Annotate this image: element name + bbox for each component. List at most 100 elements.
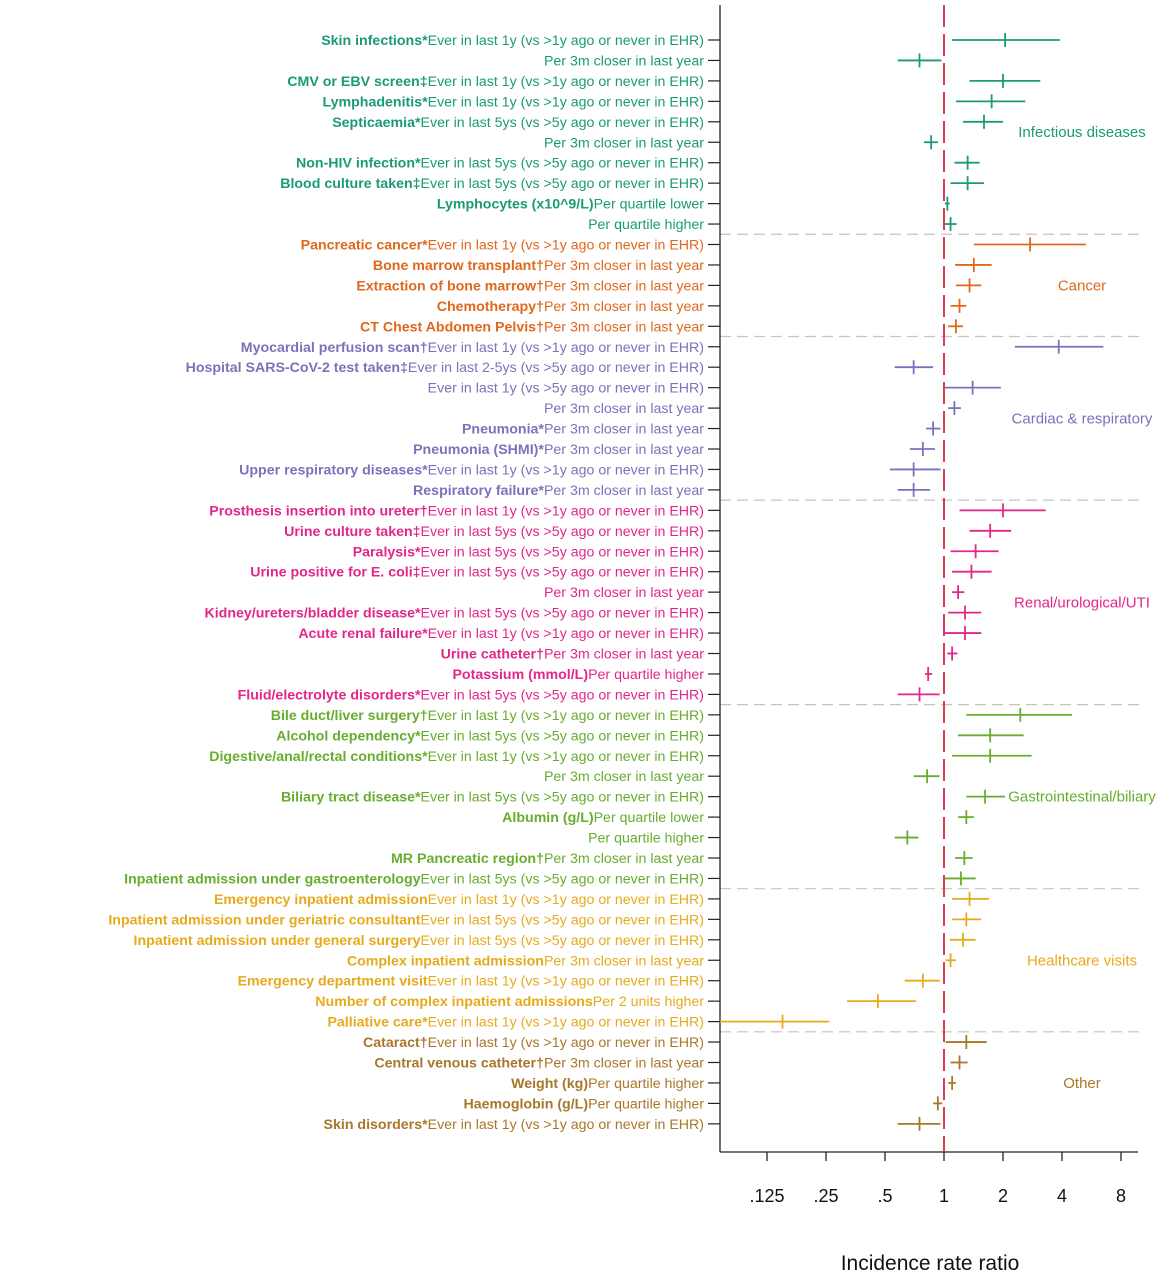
row-label: Per 3m closer in last year — [544, 585, 704, 601]
row-label: Bone marrow transplant†Per 3m closer in … — [373, 258, 704, 274]
row-label: Biliary tract disease*Ever in last 5ys (… — [281, 790, 704, 806]
row-name: Skin disorders* — [324, 1117, 429, 1133]
row-description: Ever in last 1y (vs >1y ago or never in … — [428, 749, 704, 765]
row-description: Per quartile higher — [588, 831, 704, 847]
row-label: Lymphadenitis*Ever in last 1y (vs >1y ag… — [323, 94, 705, 110]
row: Bone marrow transplant†Per 3m closer in … — [373, 257, 992, 274]
row-description: Ever in last 1y (vs >1y ago or never in … — [428, 503, 704, 519]
group-label: Cardiac & respiratory — [1012, 410, 1153, 427]
row-label: Digestive/anal/rectal conditions*Ever in… — [209, 749, 704, 765]
row-name: Chemotherapy† — [437, 299, 544, 315]
row-name: Blood culture taken‡ — [280, 176, 420, 192]
row-description: Per 3m closer in last year — [544, 135, 704, 151]
row-label: Bile duct/liver surgery†Ever in last 1y … — [271, 708, 704, 724]
row-description: Ever in last 1y (vs >1y ago or never in … — [428, 33, 704, 49]
row-description: Ever in last 5ys (vs >5y ago or never in… — [421, 544, 704, 560]
row-description: Ever in last 1y (vs >1y ago or never in … — [428, 1035, 704, 1051]
row: Inpatient admission under general surger… — [134, 932, 976, 949]
row-label: Alcohol dependency*Ever in last 5ys (vs … — [276, 728, 704, 744]
row-name: Urine culture taken‡ — [284, 524, 420, 540]
row: Emergency inpatient admissionEver in las… — [214, 891, 990, 908]
row-description: Ever in last 1y (vs >1y ago or never in … — [428, 1117, 704, 1133]
group-label: Gastrointestinal/biliary — [1008, 789, 1156, 806]
row: Per 3m closer in last year — [544, 401, 961, 417]
group-label: Renal/urological/UTI — [1014, 594, 1150, 611]
row: Urine positive for E. coli‡Ever in last … — [250, 564, 992, 581]
row: Chemotherapy†Per 3m closer in last year — [437, 298, 967, 315]
row-description: Ever in last 1y (vs >1y ago or never in … — [428, 892, 704, 908]
row: CT Chest Abdomen Pelvis†Per 3m closer in… — [360, 319, 963, 335]
row-label: Emergency inpatient admissionEver in las… — [214, 892, 704, 908]
row-description: Per quartile higher — [588, 217, 704, 233]
row-name: Digestive/anal/rectal conditions* — [209, 749, 428, 765]
group-dividers — [720, 233, 1142, 1033]
row-description: Ever in last 5ys (vs >5y ago or never in… — [421, 524, 704, 540]
row-label: Albumin (g/L)Per quartile lower — [502, 810, 704, 826]
row-label: Extraction of bone marrow†Per 3m closer … — [356, 278, 704, 294]
row-description: Per 3m closer in last year — [544, 851, 704, 867]
row: Per 3m closer in last year — [544, 53, 942, 69]
row-description: Per 3m closer in last year — [544, 769, 704, 785]
row: Fluid/electrolyte disorders*Ever in last… — [238, 687, 940, 703]
row-label: Per quartile higher — [588, 831, 704, 847]
row: Digestive/anal/rectal conditions*Ever in… — [209, 748, 1032, 765]
row-label: Pneumonia (SHMI)*Per 3m closer in last y… — [413, 442, 704, 458]
row-description: Per quartile higher — [588, 1076, 704, 1092]
row-name: Extraction of bone marrow† — [356, 278, 544, 294]
row-description: Ever in last 2-5ys (vs >5y ago or never … — [408, 360, 704, 376]
row: Prosthesis insertion into ureter†Ever in… — [209, 503, 1046, 519]
row-description: Per quartile higher — [588, 1096, 704, 1112]
row: MR Pancreatic region†Per 3m closer in la… — [391, 851, 973, 867]
row-name: Non-HIV infection* — [296, 156, 421, 172]
row-description: Per quartile higher — [588, 667, 704, 683]
row-name: Haemoglobin (g/L) — [464, 1096, 589, 1112]
row-name: Emergency department visit — [238, 974, 428, 990]
row-description: Per 3m closer in last year — [544, 647, 704, 663]
row-description: Ever in last 5ys (vs >5y ago or never in… — [421, 912, 704, 928]
row-name: CMV or EBV screen‡ — [287, 74, 427, 90]
row-description: Ever in last 5ys (vs >5y ago or never in… — [421, 933, 704, 949]
x-tick-label: .25 — [813, 1186, 838, 1206]
row-description: Per 3m closer in last year — [544, 585, 704, 601]
row: Acute renal failure*Ever in last 1y (vs … — [298, 626, 982, 642]
row-description: Ever in last 1y (vs >1y ago or never in … — [428, 462, 704, 478]
row-description: Per 3m closer in last year — [544, 401, 704, 417]
group-label: Infectious diseases — [1018, 124, 1146, 141]
row: Bile duct/liver surgery†Ever in last 1y … — [271, 707, 1073, 724]
row-label: Inpatient admission under general surger… — [134, 933, 704, 949]
row-label: Cataract†Ever in last 1y (vs >1y ago or … — [363, 1035, 704, 1051]
row-label: Skin infections*Ever in last 1y (vs >1y … — [321, 33, 704, 49]
row-label: Fluid/electrolyte disorders*Ever in last… — [238, 687, 704, 703]
row-description: Per 2 units higher — [593, 994, 704, 1010]
row: Pneumonia (SHMI)*Per 3m closer in last y… — [413, 442, 936, 458]
row-label: Non-HIV infection*Ever in last 5ys (vs >… — [296, 156, 704, 172]
row-description: Per 3m closer in last year — [544, 278, 704, 294]
row-label: Emergency department visitEver in last 1… — [238, 974, 704, 990]
row-name: Cataract† — [363, 1035, 428, 1051]
row: Inpatient admission under geriatric cons… — [108, 912, 982, 928]
row-label: Lymphocytes (x10^9/L)Per quartile lower — [437, 197, 704, 213]
row-description: Ever in last 1y (vs >1y ago or never in … — [428, 626, 704, 642]
row: Potassium (mmol/L)Per quartile higher — [452, 666, 933, 683]
row-name: Kidney/ureters/bladder disease* — [204, 606, 421, 622]
row: Inpatient admission under gastroenterolo… — [124, 871, 976, 887]
row: Blood culture taken‡Ever in last 5ys (vs… — [280, 176, 985, 192]
row: Per 3m closer in last year — [544, 769, 940, 785]
row: Pneumonia*Per 3m closer in last year — [462, 421, 941, 438]
row-description: Ever in last 5ys (vs >5y ago or never in… — [421, 565, 704, 581]
x-tick-label: 8 — [1116, 1186, 1126, 1206]
row-name: Fluid/electrolyte disorders* — [238, 687, 421, 703]
x-tick-label: .125 — [749, 1186, 784, 1206]
row-label: Blood culture taken‡Ever in last 5ys (vs… — [280, 176, 704, 192]
row: CMV or EBV screen‡Ever in last 1y (vs >1… — [287, 73, 1041, 90]
row-name: Pancreatic cancer* — [301, 238, 428, 254]
row: Lymphadenitis*Ever in last 1y (vs >1y ag… — [323, 94, 1026, 110]
row: Albumin (g/L)Per quartile lower — [502, 810, 974, 826]
row-label: Pneumonia*Per 3m closer in last year — [462, 422, 704, 438]
row-label: Per 3m closer in last year — [544, 401, 704, 417]
row-description: Ever in last 1y (vs >1y ago or never in … — [428, 1015, 704, 1031]
row-description: Ever in last 1y (vs >1y ago or never in … — [428, 238, 704, 254]
row-description: Per 3m closer in last year — [544, 422, 704, 438]
row-name: Complex inpatient admission — [347, 953, 544, 969]
x-tick-label: .5 — [877, 1186, 892, 1206]
